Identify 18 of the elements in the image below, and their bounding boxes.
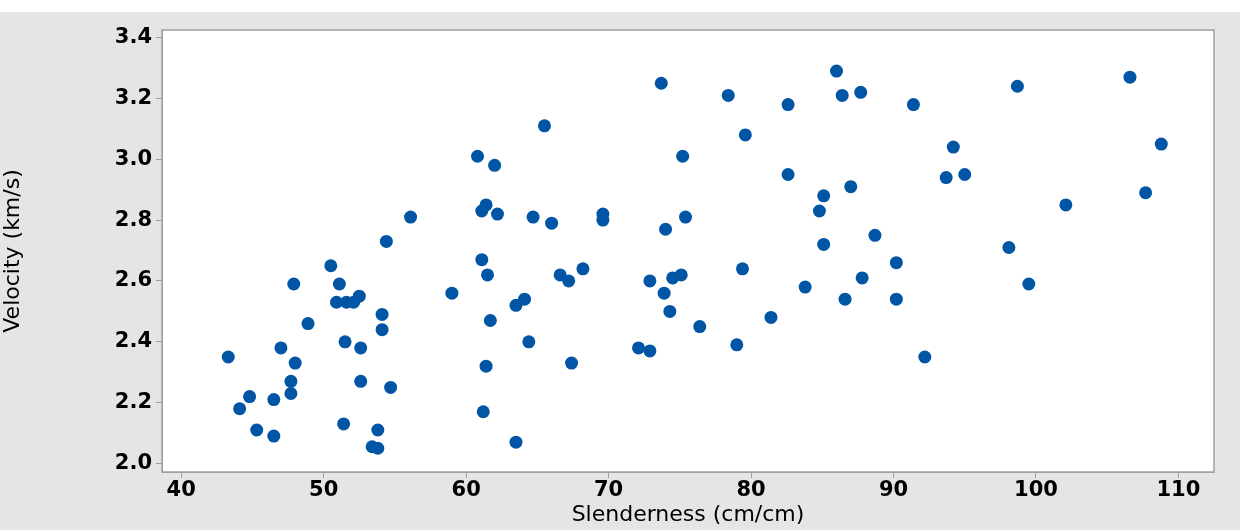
- y-tick-label: 3.0: [114, 145, 152, 170]
- x-tick-label: 70: [593, 477, 624, 502]
- y-tick-label: 2.0: [114, 449, 152, 474]
- x-tick-label: 100: [1014, 477, 1058, 502]
- x-tick-label: 80: [736, 477, 766, 502]
- x-tick-label: 110: [1156, 477, 1201, 502]
- y-axis-title: Velocity (km/s): [0, 169, 24, 333]
- y-tick-label: 3.2: [114, 84, 152, 109]
- x-tick-label: 50: [309, 477, 339, 502]
- x-axis-title: Slenderness (cm/cm): [571, 500, 805, 526]
- y-tick-label: 2.8: [114, 206, 152, 231]
- y-tick-label: 2.4: [114, 328, 152, 353]
- x-tick-label: 40: [166, 477, 196, 502]
- y-tick-label: 2.6: [114, 267, 152, 292]
- x-tick-label: 60: [451, 477, 481, 502]
- y-tick-label: 2.2: [114, 389, 152, 414]
- x-tick-label: 90: [878, 477, 909, 502]
- y-tick-label: 3.4: [114, 24, 152, 49]
